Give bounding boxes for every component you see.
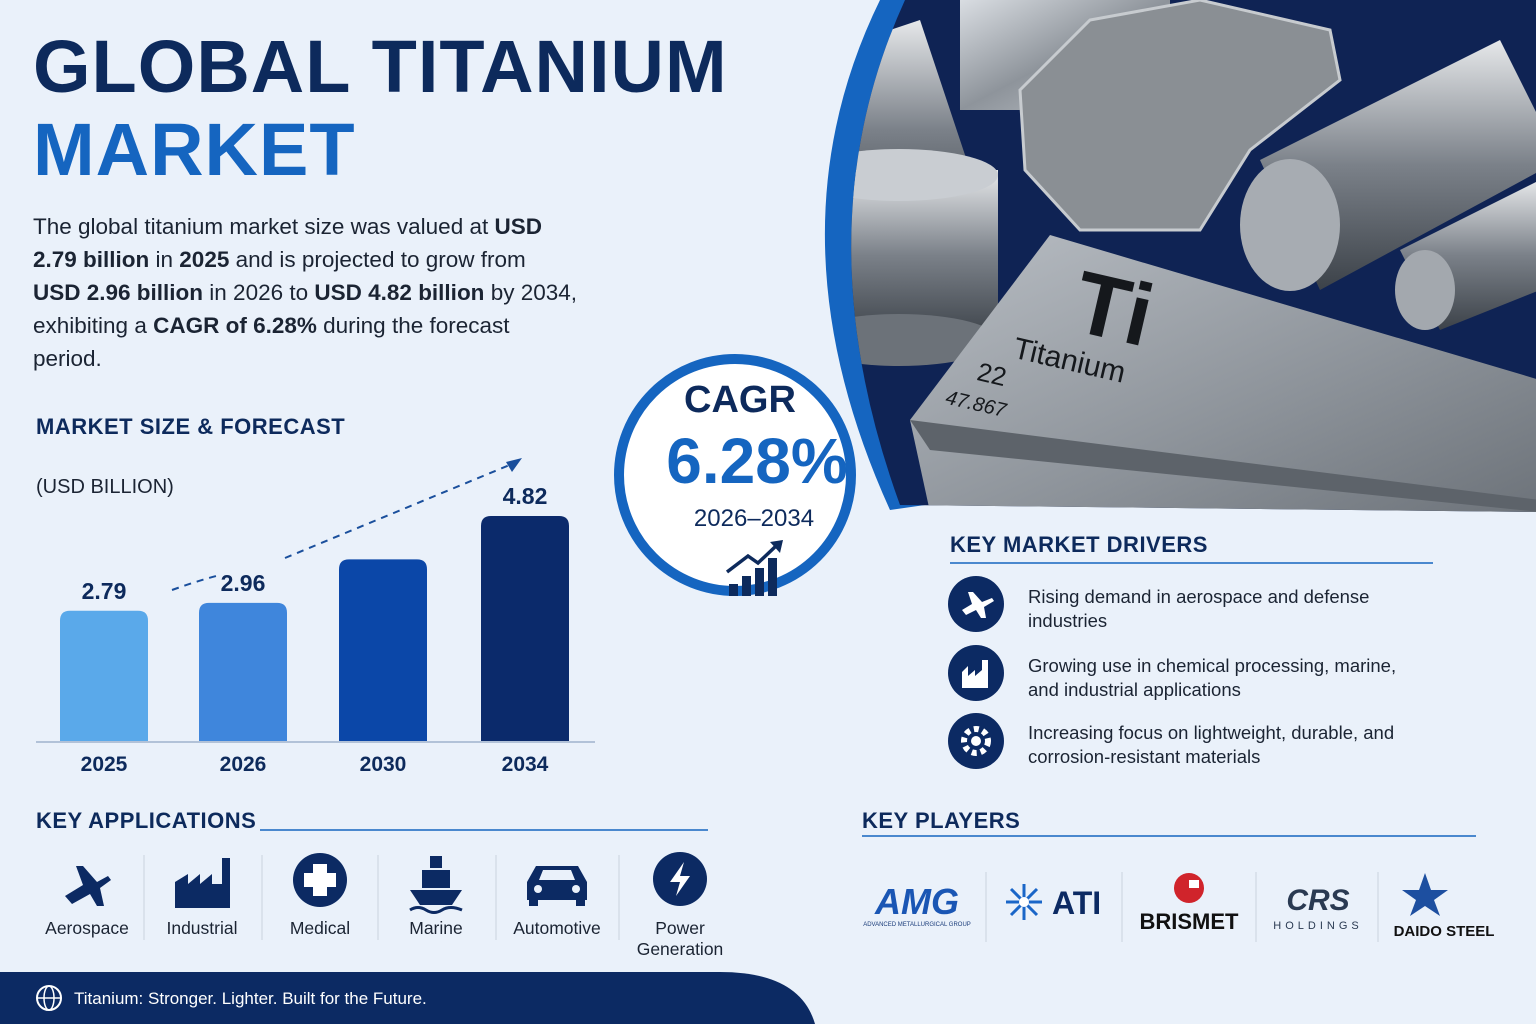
driver-text: Increasing focus on lightweight, durable… — [1028, 722, 1395, 767]
trend-arrow — [171, 463, 513, 591]
title-line-1: GLOBAL TITANIUM — [33, 25, 728, 108]
application-label: Marine — [409, 918, 463, 938]
trend-arrowhead — [506, 458, 522, 472]
application-label: Aerospace — [45, 918, 129, 938]
section-title: KEY PLAYERS — [862, 808, 1021, 833]
summary-segment: and is projected to grow from — [229, 247, 526, 272]
growth-icon — [725, 540, 783, 596]
player-logo: AMG — [874, 881, 959, 922]
player-logo: DAIDO STEEL — [1394, 923, 1495, 940]
summary-segment: USD 2.96 billion — [33, 280, 204, 305]
bar — [339, 559, 427, 741]
chart-unit: (USD BILLION) — [36, 476, 174, 498]
summary-segment: CAGR of 6.28% — [153, 313, 317, 338]
cagr-period: 2026–2034 — [694, 505, 814, 532]
summary-segment: The global titanium market size was valu… — [33, 214, 495, 239]
value-label: 4.82 — [503, 483, 548, 509]
application-label: Medical — [289, 918, 351, 938]
player-logo-subtitle: HOLDINGS — [1273, 920, 1362, 932]
application-label: Industrial — [166, 918, 238, 938]
bar — [199, 602, 287, 741]
summary: The global titanium market size was valu… — [33, 210, 578, 375]
cagr-value: 6.28% — [666, 425, 847, 497]
summary-segment: by 2034, exhibiting a — [33, 280, 578, 338]
application-label: Automotive — [513, 918, 601, 938]
summary-segment: 2025 — [179, 247, 230, 272]
bar — [481, 516, 569, 741]
summary-segment: in 2026 to — [203, 280, 315, 305]
player-logo: CRS — [1286, 884, 1349, 917]
driver-text: Rising demand in aerospace and defense i… — [1028, 586, 1370, 631]
cagr-label: CAGR — [684, 379, 796, 421]
player-logo: BRISMET — [1140, 909, 1240, 934]
footer-text: Titanium: Stronger. Lighter. Built for t… — [74, 989, 427, 1008]
value-label: 2.96 — [221, 570, 266, 596]
titanium-photo: Ti Titanium 22 47.867 — [851, 0, 1536, 512]
accent-arc — [824, 0, 925, 510]
section-title: KEY APPLICATIONS — [36, 808, 257, 833]
title-line-2: MARKET — [33, 108, 356, 191]
x-tick-label: 2025 — [81, 753, 128, 776]
x-tick-label: 2030 — [360, 753, 407, 776]
driver-text: Growing use in chemical processing, mari… — [1028, 655, 1397, 700]
application-label: Power Generation — [636, 918, 724, 959]
value-label: 2.79 — [82, 578, 127, 604]
chart-title: MARKET SIZE & FORECAST — [36, 414, 346, 439]
player-logos — [985, 872, 1448, 942]
bar — [60, 610, 148, 741]
section-title: KEY MARKET DRIVERS — [950, 532, 1208, 557]
element-number: 22 — [974, 356, 1009, 392]
summary-segment: in — [149, 247, 180, 272]
x-tick-label: 2034 — [502, 753, 549, 776]
player-logo: ATI — [1052, 885, 1101, 921]
summary-segment: during the forecast period. — [33, 313, 510, 371]
footer-band — [0, 972, 815, 1024]
summary-segment: USD 2.79 billion — [33, 214, 542, 272]
application-icons — [65, 852, 707, 940]
x-tick-label: 2026 — [220, 753, 267, 776]
bar-chart: 2.79 2025 2.96 2026 2030 4.82 2034 — [36, 458, 595, 776]
summary-segment: USD 4.82 billion — [314, 280, 485, 305]
player-logo-subtitle: ADVANCED METALLURGICAL GROUP — [863, 922, 971, 928]
driver-icons — [948, 576, 1004, 769]
